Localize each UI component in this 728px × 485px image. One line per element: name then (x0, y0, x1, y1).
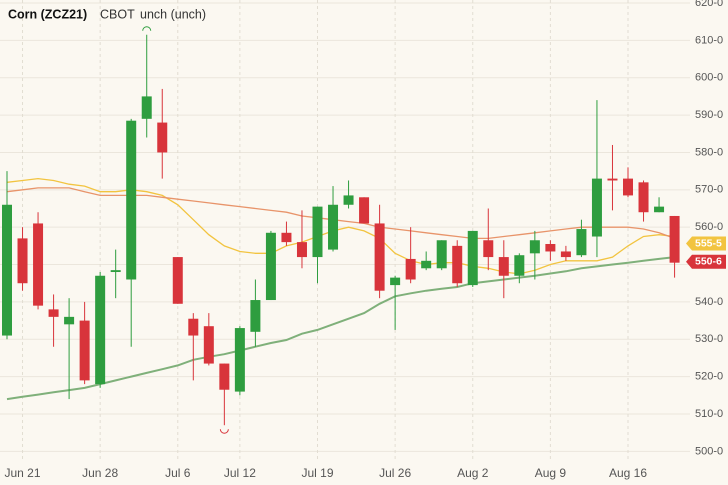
candle-body (467, 230, 478, 286)
candle-body (188, 318, 199, 336)
candle-body (483, 240, 494, 258)
price-tag-label: 555-5 (695, 237, 722, 249)
moving-average-line (6, 177, 675, 275)
x-tick-label: Jul 12 (224, 466, 256, 480)
marks (2, 26, 680, 434)
candle-body (529, 240, 540, 254)
candle-body (405, 258, 416, 280)
y-tick-label: 510-0 (695, 408, 723, 420)
candle-body (48, 309, 59, 317)
y-tick-label: 500-0 (695, 445, 723, 457)
candle-body (79, 320, 90, 381)
grid (0, 0, 690, 462)
candle-body (110, 270, 121, 273)
x-tick-label: Aug 9 (535, 466, 567, 480)
candle-body (2, 204, 12, 336)
y-tick-label: 530-0 (695, 333, 723, 345)
candle-body (623, 178, 633, 196)
candle-body (17, 238, 28, 284)
candle-body (374, 223, 385, 291)
candle-body (33, 223, 44, 306)
y-tick-label: 610-0 (695, 34, 723, 46)
candle-body (390, 277, 401, 286)
x-tick-label: Jul 19 (301, 466, 333, 480)
chart-title: Corn (ZCZ21) (8, 7, 87, 21)
low-marker (219, 429, 229, 434)
candle-body (219, 363, 230, 390)
candle-body (359, 197, 370, 224)
y-tick-label: 580-0 (695, 146, 723, 158)
y-tick-label: 560-0 (695, 221, 723, 233)
candle-body (203, 326, 214, 364)
moving-average-line (6, 256, 675, 401)
candle-body (141, 96, 152, 119)
price-tag-label: 550-6 (695, 256, 722, 268)
x-tick-label: Jun 21 (5, 466, 41, 480)
x-tick-label: Aug 2 (457, 466, 489, 480)
candle-body (638, 182, 649, 213)
change: unch (unch) (140, 7, 206, 21)
candle-body (545, 243, 556, 252)
price-tag (686, 236, 726, 251)
price-tag (686, 254, 726, 269)
candle-body (514, 255, 525, 276)
x-tick-label: Jun 28 (82, 466, 118, 480)
candle-body (452, 245, 463, 284)
high-marker (142, 26, 152, 31)
candle-body (281, 232, 292, 243)
candle-body (498, 257, 509, 276)
candle-body (607, 178, 618, 181)
candle-body (157, 122, 168, 153)
candle-body (560, 251, 571, 258)
candle-body (421, 260, 432, 269)
exchange: CBOT (100, 7, 135, 21)
y-tick-label: 590-0 (695, 109, 723, 121)
candle-body (654, 206, 665, 213)
x-tick-label: Aug 16 (609, 466, 647, 480)
x-tick-label: Jul 6 (165, 466, 191, 480)
candle-body (669, 215, 680, 263)
x-tick-label: Jul 26 (379, 466, 411, 480)
candle-body (250, 300, 261, 332)
candle-body (234, 328, 245, 392)
candle-body (312, 206, 323, 258)
candle-body (576, 229, 587, 256)
y-tick-label: 570-0 (695, 184, 723, 196)
y-tick-label: 620-0 (695, 0, 723, 9)
candle-body (172, 257, 183, 304)
labels: 500-0510-0520-0530-0540-0550-0560-0570-0… (5, 0, 726, 480)
candle-body (95, 275, 106, 385)
candle-body (343, 195, 354, 205)
candle-body (591, 178, 602, 237)
y-tick-label: 520-0 (695, 371, 723, 383)
candle-body (436, 240, 447, 269)
y-tick-label: 540-0 (695, 296, 723, 308)
candle-body (64, 316, 75, 325)
candle-body (328, 204, 339, 250)
candle-body (296, 242, 307, 258)
y-tick-label: 600-0 (695, 72, 723, 84)
candle-body (265, 232, 276, 301)
candle-body (126, 120, 137, 280)
moving-average-line (6, 187, 675, 240)
